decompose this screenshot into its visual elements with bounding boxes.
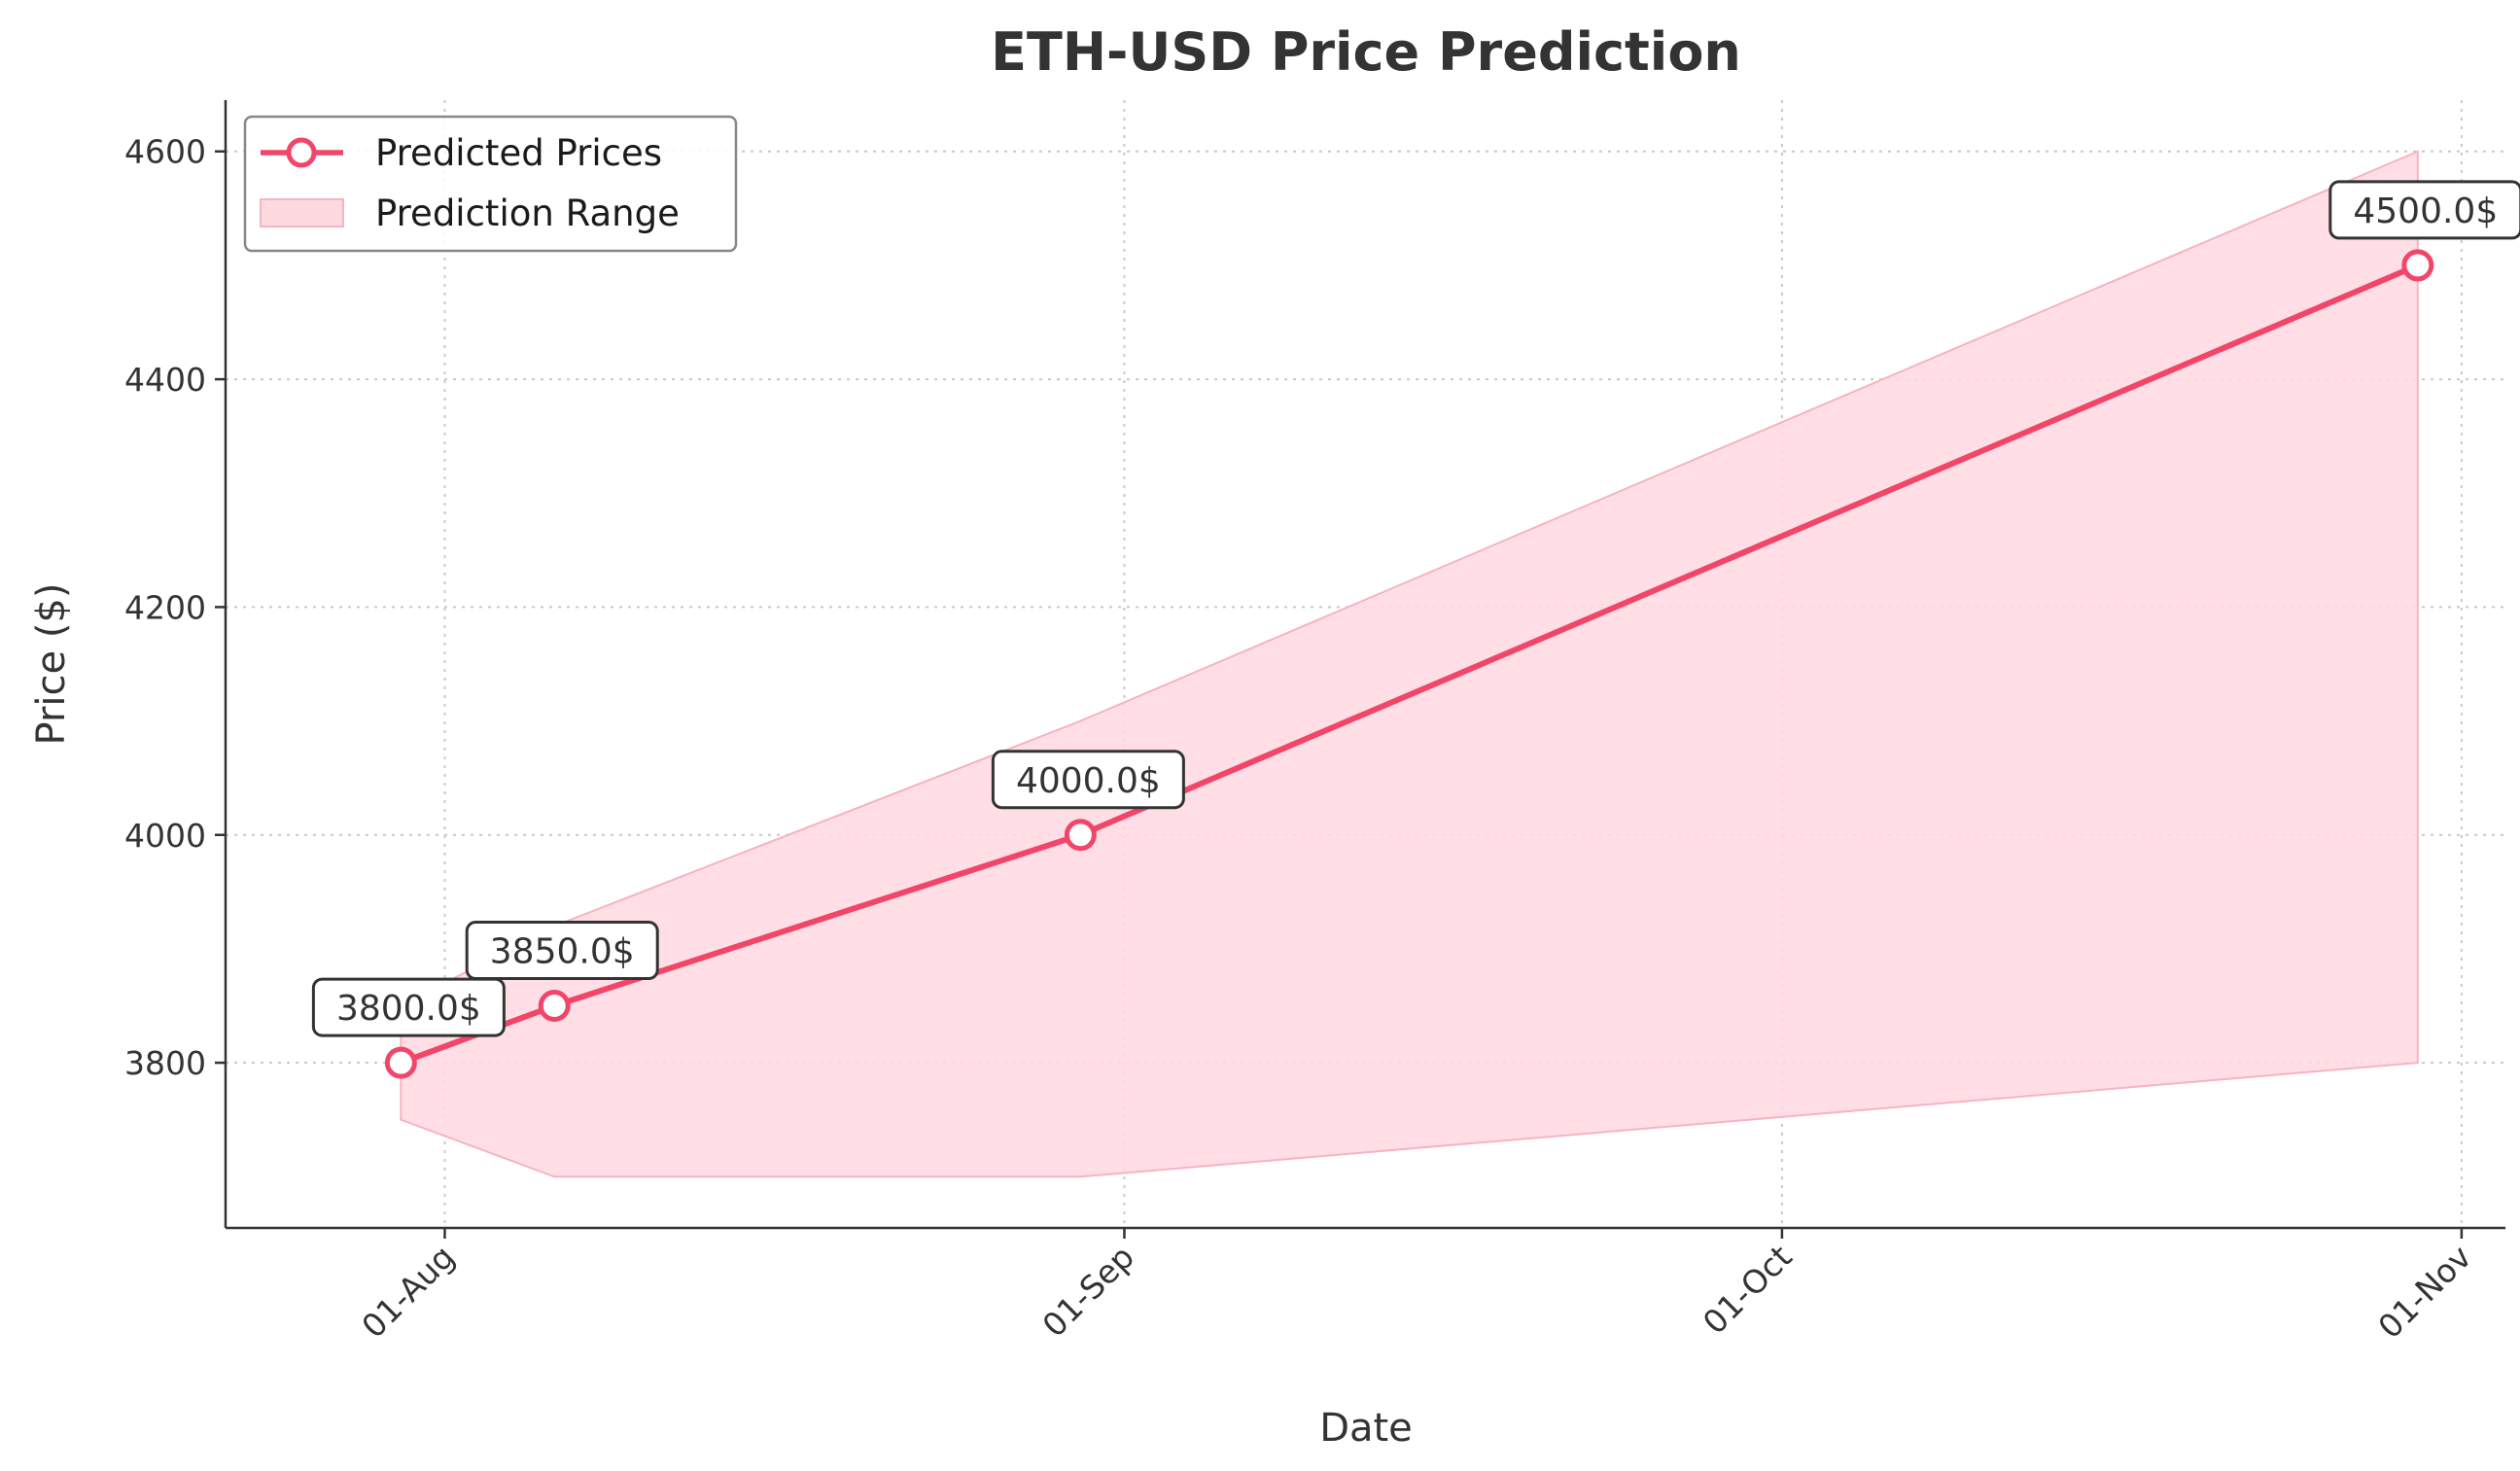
legend-frame	[243, 115, 738, 253]
data-label-box	[465, 921, 659, 981]
chart-title: ETH-USD Price Prediction	[991, 21, 1741, 83]
axes	[224, 100, 2505, 1230]
y-tick-label: 3800	[124, 1044, 206, 1082]
data-label: 4000.0$	[1016, 761, 1161, 801]
data-label-box	[991, 750, 1185, 810]
prediction-range-band	[400, 150, 2419, 1178]
data-label-box	[2328, 180, 2520, 240]
data-labels: 3800.0$3850.0$ 4000.0$ 4500.0$	[311, 180, 2520, 1037]
prediction-range-area	[400, 150, 2419, 1178]
data-label: 3850.0$	[490, 932, 635, 972]
predicted-prices-markers	[384, 249, 2434, 1079]
data-point	[538, 990, 571, 1023]
y-axis-label: Price ($)	[29, 583, 74, 746]
y-ticks: 3800 4000 4200 4400 4600	[124, 133, 226, 1082]
y-tick-label: 4000	[124, 817, 206, 855]
data-label-box	[311, 977, 506, 1037]
legend-label-range: Prediction Range	[375, 193, 680, 234]
legend-marker-swatch	[286, 137, 317, 168]
data-point	[1064, 819, 1097, 852]
data-point	[384, 1046, 417, 1079]
x-axis-label: Date	[1319, 1406, 1413, 1451]
data-point	[2401, 249, 2434, 282]
legend-band-swatch	[260, 198, 344, 228]
y-tick-label: 4400	[124, 361, 206, 399]
legend-label-predicted: Predicted Prices	[375, 132, 662, 174]
data-label: 4500.0$	[2353, 192, 2498, 231]
data-label: 3800.0$	[336, 989, 481, 1029]
y-tick-label: 4600	[124, 133, 206, 171]
legend: Predicted Prices Prediction Range	[243, 115, 738, 253]
y-tick-label: 4200	[124, 588, 206, 626]
